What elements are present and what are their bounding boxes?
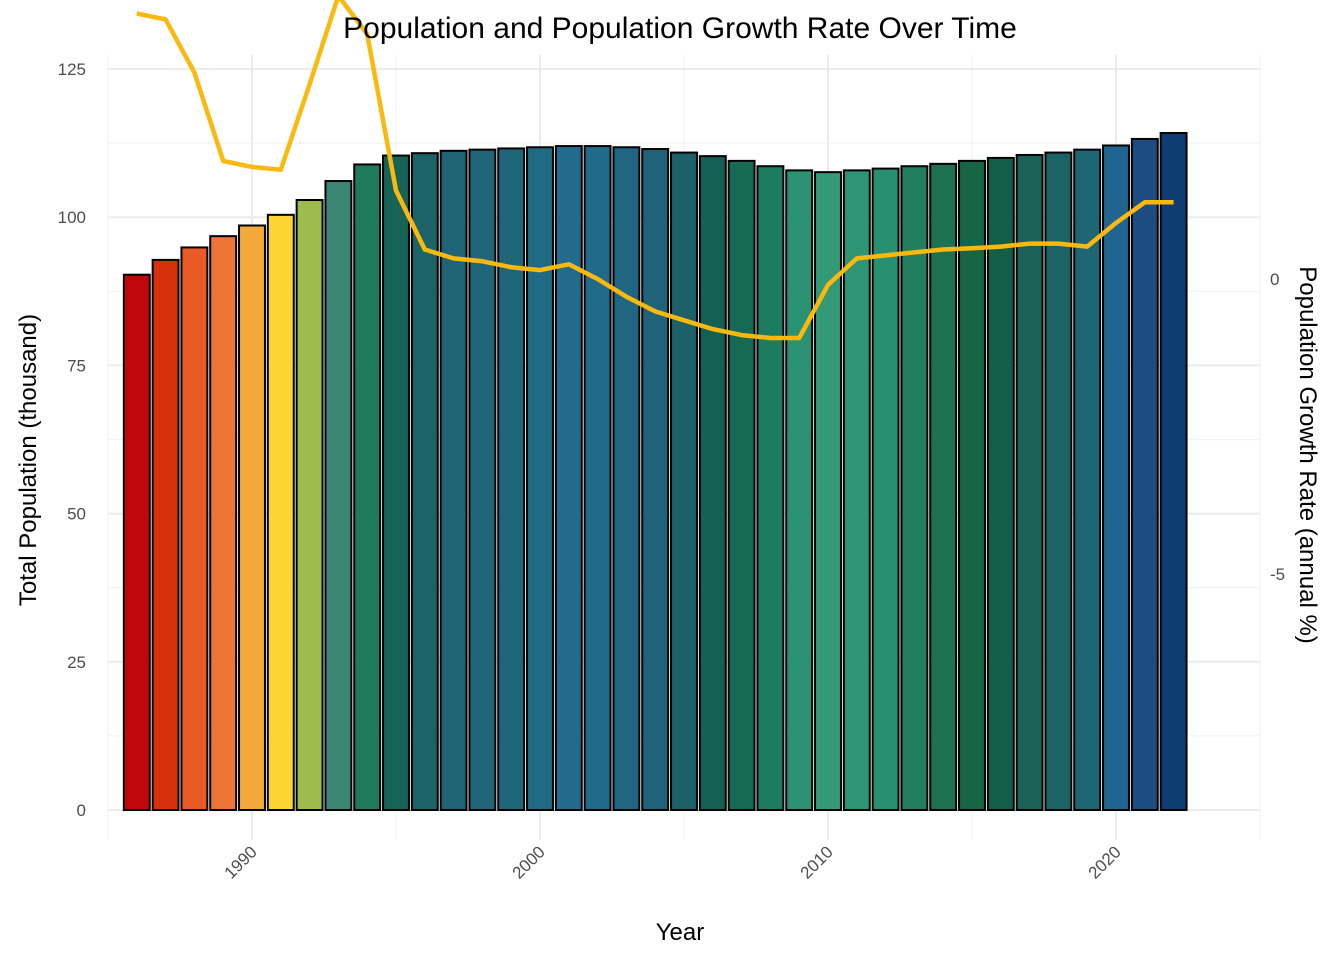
growth-line-series <box>136 0 1174 341</box>
bar-2021 <box>1130 137 1159 812</box>
x-tick-label: 2010 <box>797 842 837 882</box>
bar-2005 <box>670 151 698 812</box>
bar-1986 <box>122 273 151 811</box>
bar-2002 <box>583 145 612 811</box>
x-tick-label: 2020 <box>1085 842 1125 882</box>
bar-1990 <box>238 224 266 811</box>
bar-2017 <box>1015 153 1044 811</box>
bar-1999 <box>497 147 526 812</box>
bar-1988 <box>180 246 209 811</box>
bar-1991 <box>266 213 295 811</box>
bar-2008 <box>756 165 785 812</box>
bar-2012 <box>871 167 900 811</box>
bar-1997 <box>439 149 468 811</box>
x-tick-label: 1990 <box>221 842 261 882</box>
bar-2009 <box>785 169 814 812</box>
bar-1994 <box>353 163 382 811</box>
y-tick-label: 125 <box>58 60 86 79</box>
growth-rate-line <box>136 0 1174 341</box>
bar-2004 <box>641 148 670 811</box>
bar-2016 <box>986 156 1015 812</box>
bar-2013 <box>900 165 929 812</box>
bar-1996 <box>410 152 439 811</box>
bar-2011 <box>842 169 871 812</box>
bar-2015 <box>958 159 986 812</box>
bar-1995 <box>382 154 410 811</box>
y-tick-label: 0 <box>77 801 86 820</box>
bar-1987 <box>151 258 180 811</box>
bar-2020 <box>1102 144 1130 812</box>
y2-axis-ticks: -5 0 <box>1270 270 1285 584</box>
bar-2022 <box>1159 132 1188 811</box>
bar-1998 <box>468 148 497 812</box>
bar-2010 <box>814 171 842 811</box>
bar-2003 <box>612 146 641 812</box>
y-tick-label: 25 <box>67 653 86 672</box>
bar-2018 <box>1044 151 1073 812</box>
x-axis-title: Year <box>656 919 705 946</box>
bar-2000 <box>526 146 554 812</box>
bar-1992 <box>295 199 324 812</box>
chart-title: Population and Population Growth Rate Ov… <box>343 12 1017 45</box>
y-tick-label: 75 <box>67 356 86 375</box>
bar-1989 <box>209 235 238 811</box>
y2-axis-title: Population Growth Rate (annual %) <box>1294 266 1321 644</box>
y-tick-label: 50 <box>67 505 86 524</box>
y-axis-ticks: 0 25 50 75 100 125 <box>58 60 86 820</box>
y2-tick-label: 0 <box>1270 270 1279 289</box>
x-axis-ticks: 1990 2000 2010 2020 <box>221 842 1125 882</box>
y-tick-label: 100 <box>58 208 86 227</box>
bar-2001 <box>554 145 583 811</box>
bar-2006 <box>698 155 727 811</box>
bar-2019 <box>1073 148 1102 812</box>
bar-2007 <box>727 159 756 812</box>
y2-tick-label: -5 <box>1270 565 1285 584</box>
y-axis-title: Total Population (thousand) <box>15 314 42 606</box>
bar-series <box>122 132 1188 812</box>
bar-2014 <box>929 162 958 811</box>
bar-1993 <box>324 180 353 812</box>
x-tick-label: 2000 <box>509 842 549 882</box>
